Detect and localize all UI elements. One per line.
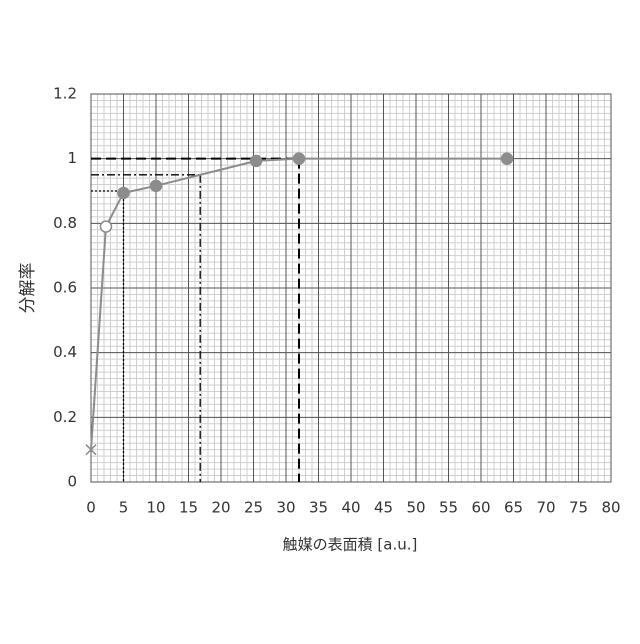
- y-tick-label: 1: [67, 149, 77, 167]
- y-tick-label: 0.4: [53, 343, 77, 361]
- x-tick-label: 0: [86, 499, 96, 517]
- y-tick-label: 0.6: [53, 279, 77, 297]
- x-tick-label: 30: [276, 499, 295, 517]
- chart: 触媒の表面積 [a.u.] 分解率 0 0.2 0.4 0.6 0.8 1 1.2 0 5 10 1…: [0, 0, 640, 640]
- x-tick-label: 25: [244, 499, 263, 517]
- y-axis-label: 分解率: [18, 263, 38, 314]
- x-tick-label: 70: [536, 499, 555, 517]
- y-tick-label: 0.8: [53, 214, 77, 232]
- x-axis-label: 触媒の表面積 [a.u.]: [283, 536, 418, 554]
- point-marker: [118, 187, 129, 198]
- page: {"chart_data": {"type": "line", "x_label…: [0, 0, 640, 640]
- x-tick-label: 35: [309, 499, 328, 517]
- x-tick-label: 65: [504, 499, 523, 517]
- x-tick-label: 20: [211, 499, 230, 517]
- point-marker: [151, 180, 162, 191]
- x-tick-label: 50: [406, 499, 425, 517]
- x-tick-label: 45: [374, 499, 393, 517]
- x-tick-label: 5: [119, 499, 129, 517]
- x-tick-label: 80: [601, 499, 620, 517]
- y-tick-label: 1.2: [53, 85, 77, 103]
- x-tick-label: 40: [341, 499, 360, 517]
- x-tick-label: 75: [569, 499, 588, 517]
- x-tick-label: 15: [179, 499, 198, 517]
- y-tick-label: 0: [67, 473, 77, 491]
- x-tick-label: 55: [439, 499, 458, 517]
- point-marker: [100, 221, 111, 232]
- point-marker: [251, 155, 262, 166]
- x-tick-label: 10: [146, 499, 165, 517]
- point-marker: [502, 153, 513, 164]
- x-tick-label: 60: [471, 499, 490, 517]
- y-tick-label: 0.2: [53, 408, 77, 426]
- point-marker: [294, 153, 305, 164]
